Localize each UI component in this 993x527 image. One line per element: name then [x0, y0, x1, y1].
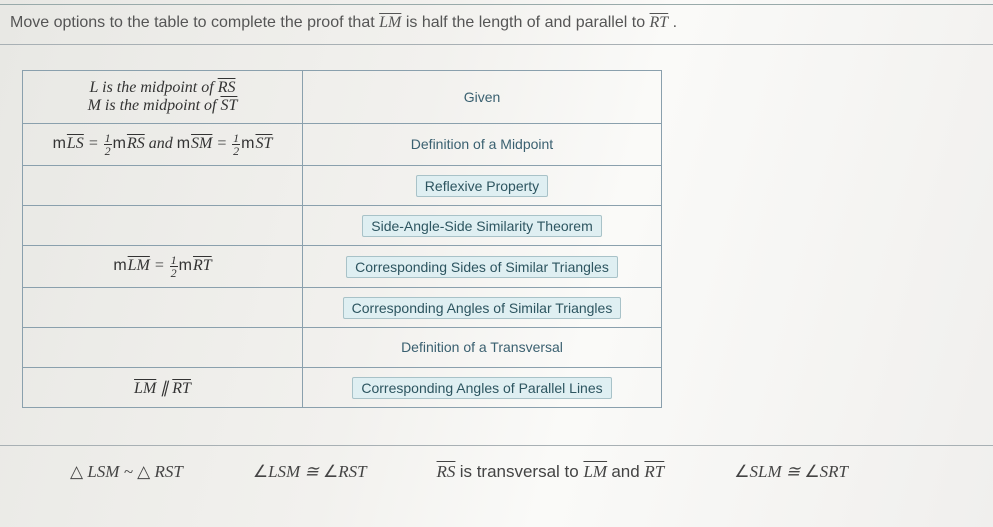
instruction-prefix: Move options to the table to complete th… — [10, 14, 379, 31]
option-3-mid: is transversal to — [460, 462, 584, 481]
top-divider — [0, 4, 993, 5]
instruction-divider — [0, 44, 993, 45]
reason-chip[interactable]: Side-Angle-Side Similarity Theorem — [362, 215, 602, 237]
option-3-b: LM — [583, 462, 607, 481]
table-row: L is the midpoint of RSM is the midpoint… — [23, 71, 662, 124]
statement-cell: LM ∥ RT — [23, 368, 303, 408]
statement-cell: mLS = 12mRS and mSM = 12mST — [23, 124, 303, 166]
statement-cell[interactable] — [23, 328, 303, 368]
option-3[interactable]: RS is transversal to LM and RT — [437, 462, 665, 482]
table-row: mLM = 12mRT Corresponding Sides of Simila… — [23, 246, 662, 288]
option-1[interactable]: △ LSM ~ △ RST — [70, 462, 183, 482]
options-divider — [0, 445, 993, 446]
instruction-seg2: RT — [650, 14, 669, 31]
option-4[interactable]: ∠SLM ≅ ∠SRT — [734, 462, 848, 482]
table-row: Definition of a Transversal — [23, 328, 662, 368]
proof-table-area: L is the midpoint of RSM is the midpoint… — [22, 70, 662, 408]
reason-cell: Corresponding Sides of Similar Triangles — [303, 246, 662, 288]
table-row: LM ∥ RT Corresponding Angles of Parallel … — [23, 368, 662, 408]
table-row: Corresponding Angles of Similar Triangle… — [23, 288, 662, 328]
statement-cell[interactable] — [23, 166, 303, 206]
reason-chip[interactable]: Corresponding Sides of Similar Triangles — [346, 256, 618, 278]
reason-cell: Side-Angle-Side Similarity Theorem — [303, 206, 662, 246]
reason-chip: Given — [464, 89, 501, 105]
answer-options-row: △ LSM ~ △ RST ∠LSM ≅ ∠RST RS is transver… — [0, 462, 993, 482]
reason-cell: Corresponding Angles of Similar Triangle… — [303, 288, 662, 328]
reason-cell: Reflexive Property — [303, 166, 662, 206]
table-row: Reflexive Property — [23, 166, 662, 206]
reason-chip: Definition of a Midpoint — [411, 136, 553, 152]
option-3-c: RT — [644, 462, 664, 481]
statement-cell: mLM = 12mRT — [23, 246, 303, 288]
reason-chip[interactable]: Corresponding Angles of Parallel Lines — [352, 377, 611, 399]
statement-cell[interactable] — [23, 288, 303, 328]
option-2[interactable]: ∠LSM ≅ ∠RST — [253, 462, 367, 482]
table-row: mLS = 12mRS and mSM = 12mST Definition of… — [23, 124, 662, 166]
option-3-and: and — [611, 462, 644, 481]
instruction-text: Move options to the table to complete th… — [10, 14, 677, 32]
reason-cell: Definition of a Midpoint — [303, 124, 662, 166]
worksheet-page: Move options to the table to complete th… — [0, 0, 993, 527]
reason-chip: Definition of a Transversal — [401, 339, 563, 355]
proof-table: L is the midpoint of RSM is the midpoint… — [22, 70, 662, 408]
reason-cell: Definition of a Transversal — [303, 328, 662, 368]
instruction-seg1: LM — [379, 14, 401, 31]
statement-cell: L is the midpoint of RSM is the midpoint… — [23, 71, 303, 124]
statement-cell[interactable] — [23, 206, 303, 246]
reason-chip[interactable]: Reflexive Property — [416, 175, 548, 197]
reason-cell: Given — [303, 71, 662, 124]
table-row: Side-Angle-Side Similarity Theorem — [23, 206, 662, 246]
reason-cell: Corresponding Angles of Parallel Lines — [303, 368, 662, 408]
reason-chip[interactable]: Corresponding Angles of Similar Triangle… — [343, 297, 622, 319]
instruction-mid: is half the length of and parallel to — [406, 14, 650, 31]
option-3-a: RS — [437, 462, 456, 481]
instruction-suffix: . — [673, 14, 677, 31]
